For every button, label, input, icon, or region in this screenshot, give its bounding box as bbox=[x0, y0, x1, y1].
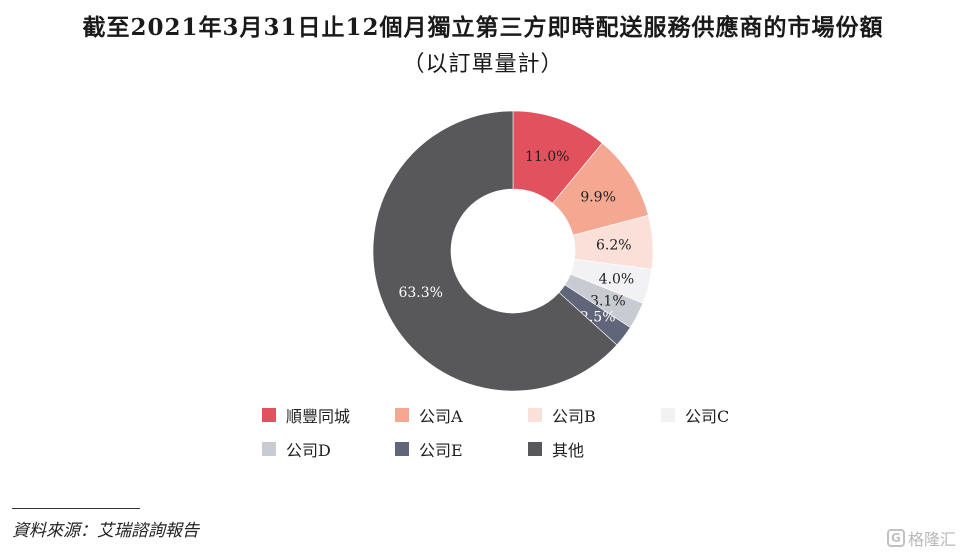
legend-item-1: 順豐同城 bbox=[262, 405, 395, 426]
slice-label-5: 3.1% bbox=[590, 293, 626, 309]
slice-label-2: 9.9% bbox=[580, 190, 616, 206]
legend-label: 公司B bbox=[552, 407, 596, 426]
legend-label: 其他 bbox=[552, 441, 585, 460]
legend-item-5: 公司D bbox=[262, 439, 395, 460]
legend-label: 公司D bbox=[286, 441, 331, 460]
legend-label: 公司C bbox=[685, 407, 730, 426]
legend-item-3: 公司B bbox=[528, 405, 661, 426]
legend-item-7: 其他 bbox=[528, 439, 661, 460]
legend-item-4: 公司C bbox=[661, 405, 794, 426]
legend-swatch bbox=[395, 442, 409, 456]
slice-label-4: 4.0% bbox=[599, 271, 635, 287]
slice-7 bbox=[372, 110, 618, 392]
chart-title: 截至2021年3月31日止12個月獨立第三方即時配送服務供應商的市場份額 bbox=[82, 14, 884, 41]
legend-swatch bbox=[262, 408, 276, 422]
gelonghui-logo-icon: G bbox=[886, 529, 905, 547]
slice-label-3: 6.2% bbox=[596, 238, 632, 254]
chart-legend: 順豐同城 公司A 公司B 公司C 公司D 公司E 其他 bbox=[262, 405, 782, 460]
legend-swatch bbox=[528, 442, 542, 456]
legend-swatch bbox=[395, 408, 409, 422]
source-note: 資料來源：艾瑞諮詢報告 bbox=[12, 521, 199, 541]
legend-swatch bbox=[262, 442, 276, 456]
watermark-text: 格隆汇 bbox=[907, 530, 956, 549]
legend-label: 順豐同城 bbox=[286, 407, 351, 426]
legend-swatch bbox=[528, 408, 542, 422]
legend-item-2: 公司A bbox=[395, 405, 528, 426]
legend-item-6: 公司E bbox=[395, 439, 528, 460]
slice-label-7: 63.3% bbox=[398, 285, 442, 301]
watermark: G 格隆汇 bbox=[886, 526, 956, 550]
chart-subtitle: （以訂單量計） bbox=[402, 52, 564, 77]
donut-chart: 11.0%9.9%6.2%4.0%3.1%2.5%63.3% bbox=[372, 110, 654, 392]
legend-label: 公司E bbox=[419, 441, 463, 460]
legend-label: 公司A bbox=[419, 407, 463, 426]
legend-swatch bbox=[661, 408, 675, 422]
source-divider bbox=[12, 508, 140, 509]
slice-label-1: 11.0% bbox=[525, 149, 569, 165]
